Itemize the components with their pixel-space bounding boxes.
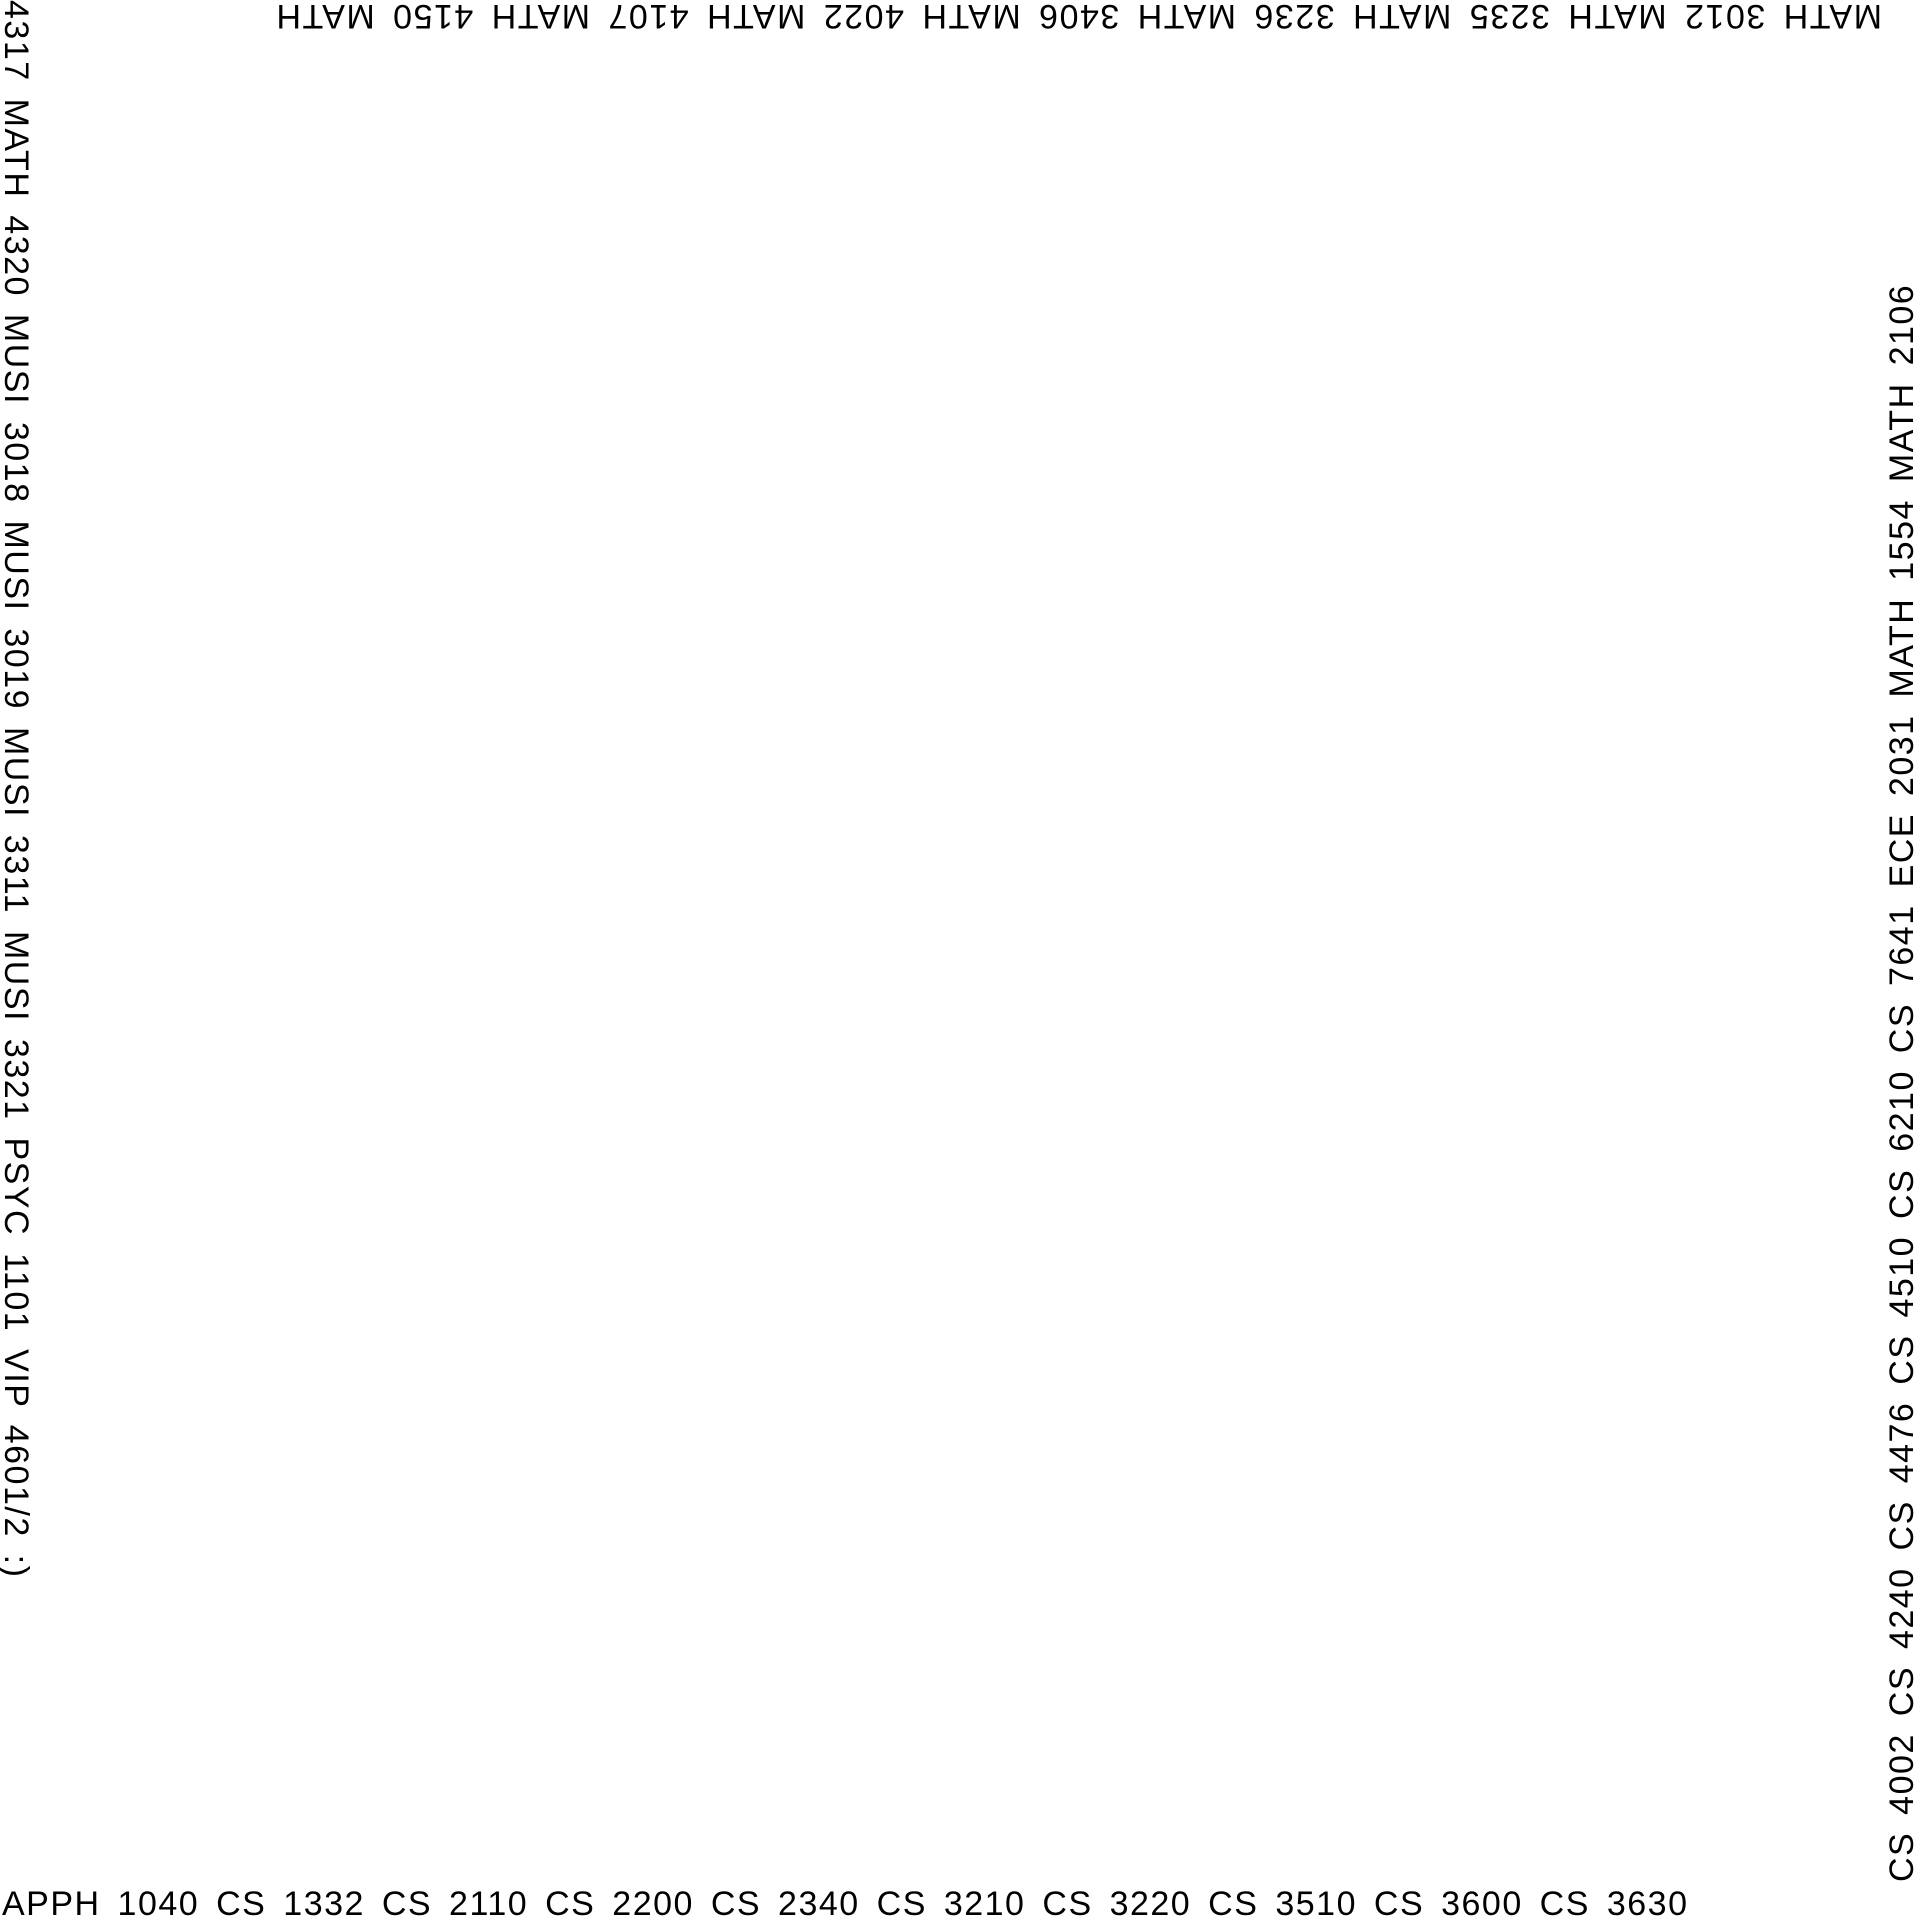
bottom-edge-course-list: APPH 1040 CS 1332 CS 2110 CS 2200 CS 234…: [2, 1885, 1689, 1923]
left-edge-course-list: 4317 MATH 4320 MUSI 3018 MUSI 3019 MUSI …: [0, 0, 35, 1579]
right-edge-course-list: CS 4002 CS 4240 CS 4476 CS 4510 CS 6210 …: [1883, 283, 1920, 1882]
top-edge-course-list: MATH 3012 MATH 3235 MATH 3236 MATH 3406 …: [274, 0, 1882, 35]
